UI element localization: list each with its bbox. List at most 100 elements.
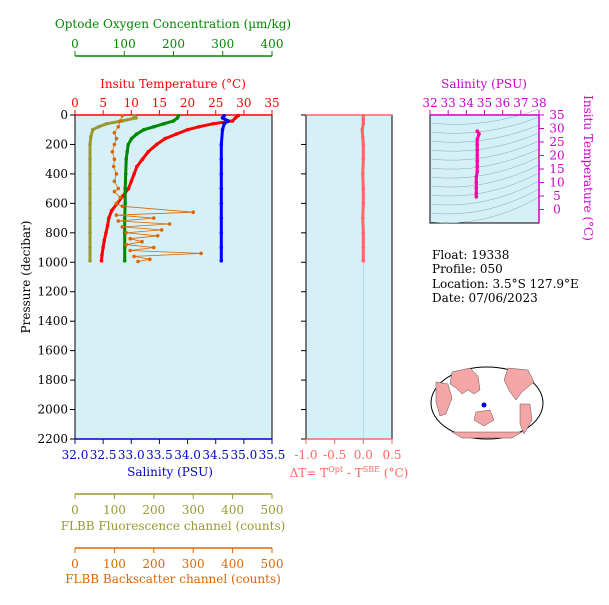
salinity-point-5 xyxy=(219,142,224,147)
delta-t-point-13 xyxy=(361,259,366,263)
pressure-tick-label-4: 800 xyxy=(45,226,68,240)
ts-salinity-tick-label-0: 32 xyxy=(422,96,437,110)
delta-t-tick-label-2: 0.0 xyxy=(354,448,373,462)
backscatter-point-17 xyxy=(114,213,119,217)
fluorescence-point-10 xyxy=(88,186,92,191)
backscatter-point-2 xyxy=(116,125,121,129)
backscatter-point-1 xyxy=(118,119,123,123)
ts-point-8 xyxy=(475,169,480,174)
ts-temperature-tick-label-2: 10 xyxy=(549,176,564,190)
ts-contour-7 xyxy=(429,164,540,188)
salinity-tick-label-2: 33.0 xyxy=(118,448,145,462)
main-plot-area xyxy=(74,114,273,440)
temperature-point-20 xyxy=(104,231,108,235)
salinity-point-10 xyxy=(219,216,224,220)
temperature-point-1 xyxy=(233,116,238,120)
oxygen-point-1 xyxy=(175,116,180,120)
oxygen-point-17 xyxy=(122,259,127,263)
pressure-tick-label-0: 0 xyxy=(60,108,68,122)
backscatter-point-8 xyxy=(111,164,116,169)
ts-point-13 xyxy=(474,195,479,199)
fluorescence-point-14 xyxy=(88,245,92,250)
map-north-america xyxy=(503,367,535,401)
fluorescence-tick-label-3: 300 xyxy=(182,503,205,517)
map-antarctica xyxy=(451,431,523,439)
ts-point-6 xyxy=(475,159,480,163)
fluorescence-point-4 xyxy=(96,125,101,129)
salinity-point-8 xyxy=(219,186,224,191)
temperature-tick-label-3: 15 xyxy=(152,96,167,110)
delta-t-point-6 xyxy=(361,157,366,161)
temperature-tick-label-0: 0 xyxy=(71,96,79,110)
delta-t-axis-title: ΔT= TOpt - TSBE (°C) xyxy=(290,465,409,480)
ts-point-9 xyxy=(474,175,479,179)
delta-t-tick-label-3: 0.5 xyxy=(382,448,401,462)
fluorescence-point-3 xyxy=(104,122,109,126)
ts-point-2 xyxy=(475,137,480,142)
pressure-tick-label-1: 200 xyxy=(45,137,68,151)
fluorescence-point-15 xyxy=(88,259,92,263)
fluorescence-tick-label-5: 500 xyxy=(261,503,284,517)
ts-contour-1 xyxy=(429,116,540,134)
location: Location: 3.5°S 127.9°E xyxy=(432,277,579,291)
oxygen-point-10 xyxy=(124,157,128,161)
fluorescence-point-7 xyxy=(88,142,92,147)
salinity-tick-label-6: 35.0 xyxy=(230,448,257,462)
oxygen-point-8 xyxy=(126,142,130,147)
backscatter-point-9 xyxy=(114,172,119,176)
salinity-point-6 xyxy=(219,157,224,161)
ts-contour-4 xyxy=(429,140,540,161)
backscatter-point-33 xyxy=(136,259,140,264)
temperature-point-10 xyxy=(140,157,145,161)
backscatter-point-32 xyxy=(148,257,152,262)
oxygen-point-9 xyxy=(125,150,129,154)
backscatter-point-11 xyxy=(116,186,121,191)
world-map xyxy=(430,366,544,440)
temperature-point-2 xyxy=(230,119,235,123)
oxygen-point-11 xyxy=(123,172,128,176)
temperature-point-22 xyxy=(101,245,105,250)
salinity-point-1 xyxy=(220,116,225,120)
salinity-axis-title: Salinity (PSU) xyxy=(127,465,213,479)
backscatter-point-12 xyxy=(112,189,117,194)
fluorescence-point-8 xyxy=(88,157,92,161)
ts-temperature-tick-label-1: 5 xyxy=(553,189,561,203)
fluorescence-point-11 xyxy=(88,201,92,206)
backscatter-point-18 xyxy=(152,216,156,220)
backscatter-tick-label-5: 500 xyxy=(261,557,284,571)
map-asia xyxy=(449,367,481,395)
temperature-point-19 xyxy=(105,223,110,228)
temperature-point-18 xyxy=(107,216,111,220)
ts-point-0 xyxy=(475,129,480,133)
backscatter-point-28 xyxy=(152,245,156,250)
pressure-tick-label-8: 1600 xyxy=(37,344,68,358)
temperature-point-8 xyxy=(154,142,159,147)
salinity-tick-label-5: 34.5 xyxy=(202,448,229,462)
delta-t-point-12 xyxy=(361,245,366,250)
ts-salinity-tick-label-1: 33 xyxy=(441,96,456,110)
fluorescence-tick-label-4: 400 xyxy=(221,503,244,517)
backscatter-point-7 xyxy=(112,157,117,161)
temperature-axis-title: Insitu Temperature (°C) xyxy=(100,77,246,91)
delta-t-point-11 xyxy=(361,231,366,235)
backscatter-point-16 xyxy=(191,210,195,214)
backscatter-point-15 xyxy=(120,204,125,209)
float-id: Float: 19338 xyxy=(432,248,509,262)
ts-point-10 xyxy=(474,180,479,185)
backscatter-point-13 xyxy=(118,195,123,200)
backscatter-point-30 xyxy=(199,251,203,256)
ts-temperature-tick-label-0: 0 xyxy=(553,203,561,217)
delta-t-point-5 xyxy=(361,142,366,147)
backscatter-point-26 xyxy=(140,239,144,244)
temperature-point-6 xyxy=(174,132,179,136)
date: Date: 07/06/2023 xyxy=(432,291,538,305)
ts-temperature-tick-label-5: 25 xyxy=(549,135,564,149)
delta-t-point-8 xyxy=(361,186,366,191)
backscatter-point-0 xyxy=(120,113,125,118)
oxygen-point-14 xyxy=(122,216,127,220)
temperature-point-11 xyxy=(135,164,139,169)
salinity-tick-label-1: 32.5 xyxy=(90,448,117,462)
ts-salinity-tick-label-4: 36 xyxy=(495,96,510,110)
